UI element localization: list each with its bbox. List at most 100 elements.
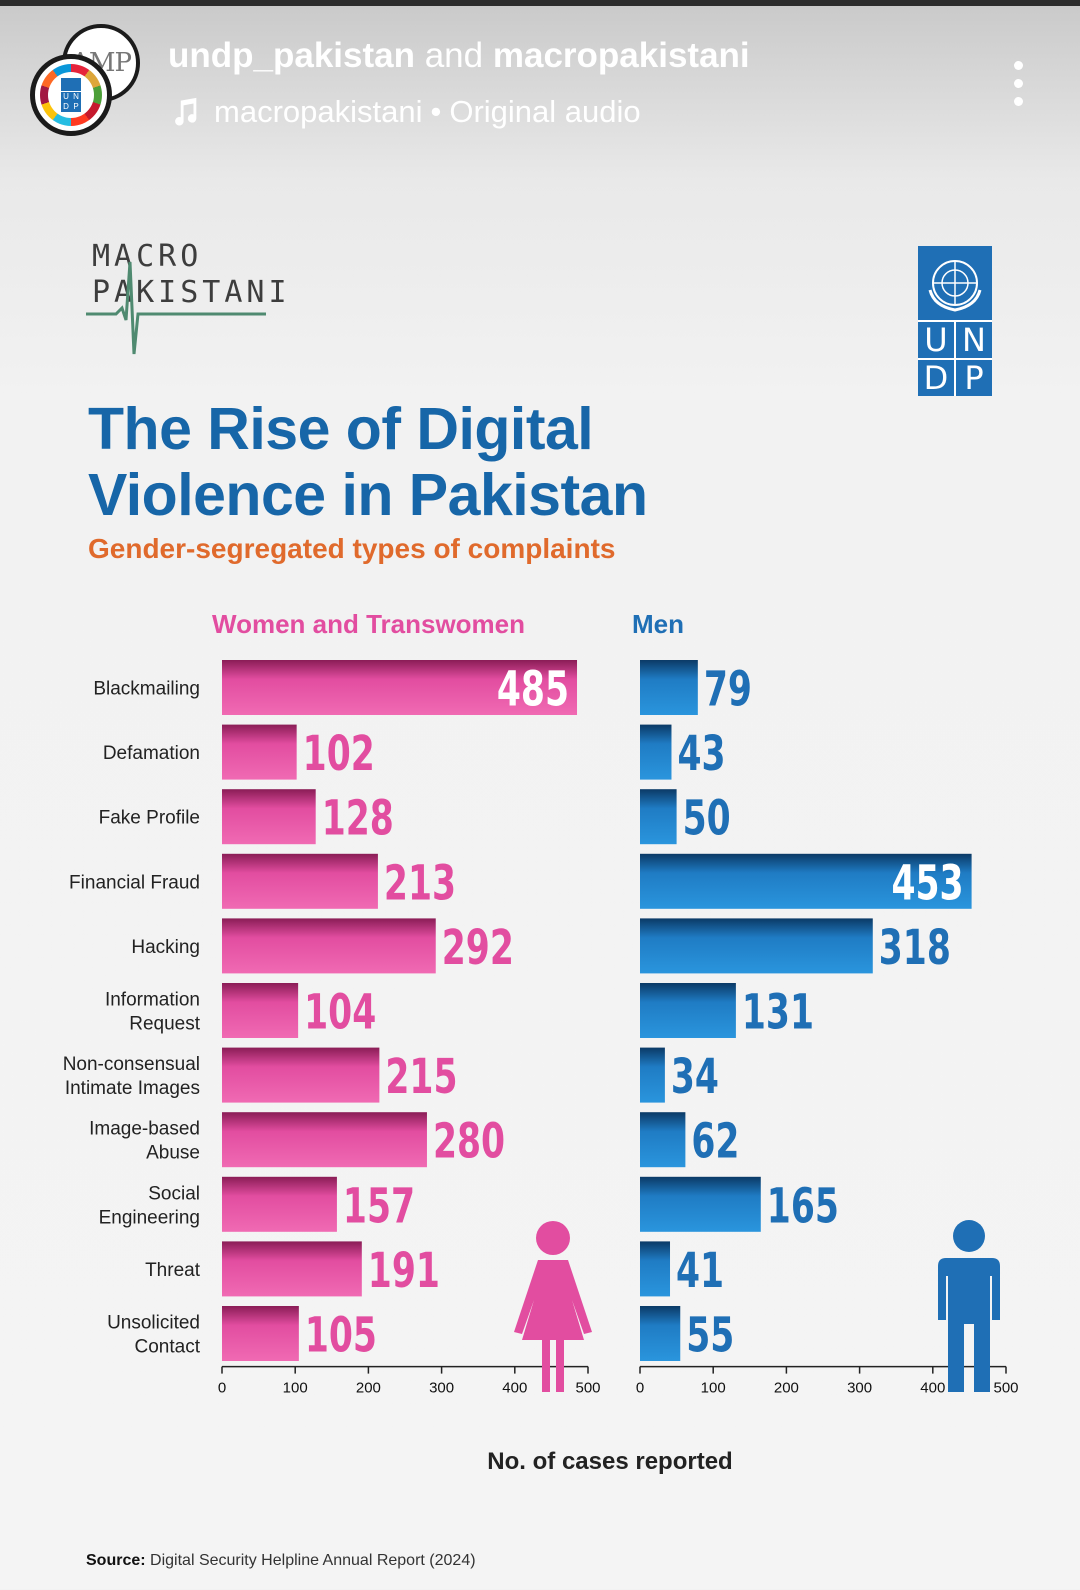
men-bar [640,1176,761,1232]
men-value-label: 165 [767,1178,839,1234]
women-bar [222,724,297,780]
women-value-label: 128 [322,790,394,846]
men-value-label: 79 [704,661,752,717]
women-tick-label: 0 [218,1380,226,1397]
women-bar [222,1306,299,1361]
men-value-label: 34 [671,1048,719,1104]
women-value-label: 292 [442,919,514,975]
men-value-label: 453 [891,855,963,911]
chart-title: The Rise of Digital Violence in Pakistan [88,396,988,528]
logo-line2: PAKISTANI [92,275,291,310]
undp-logo: U N D P [918,246,992,397]
men-value-label: 131 [742,984,814,1040]
men-value-label: 55 [686,1307,734,1363]
category-label: Financial Fraud [69,872,200,893]
women-value-label: 157 [343,1178,415,1234]
women-tick-label: 200 [356,1380,381,1397]
men-bar [640,1112,686,1168]
women-value-label: 104 [304,984,376,1040]
category-label: Information Request [105,990,201,1035]
status-bar-edge [0,0,1080,6]
women-bar [222,789,316,845]
category-label: Non-consensual Intimate Images [63,1054,200,1099]
title-line1: The Rise of Digital [88,396,594,462]
sdg-ring-icon: U N D P [40,64,102,126]
man-figure-icon [938,1220,1000,1392]
men-tick-label: 0 [636,1380,644,1397]
women-bar [222,1176,337,1232]
women-tick-label: 300 [429,1380,454,1397]
un-emblem-icon [928,260,982,312]
women-value-label: 485 [497,661,569,717]
women-tick-label: 400 [502,1380,527,1397]
men-value-label: 318 [879,919,951,975]
women-value-label: 215 [385,1048,457,1104]
source-label: Source: [86,1552,146,1569]
undp-avatar[interactable]: U N D P [30,54,112,136]
men-value-label: 41 [676,1242,724,1298]
men-bar [640,1047,665,1103]
men-bar [640,853,972,909]
title-line2: Violence in Pakistan [88,462,648,528]
logo-line1: MACRO [92,239,203,274]
men-bar [640,983,736,1038]
category-label: Threat [145,1260,201,1281]
women-bar [222,1112,427,1168]
men-tick-label: 100 [701,1380,726,1397]
women-value-label: 191 [368,1242,440,1298]
category-label: Blackmailing [93,679,200,700]
men-value-label: 43 [677,725,725,781]
women-bar [222,1241,362,1297]
men-group-label: Men [632,609,684,639]
men-value-label: 62 [691,1113,739,1169]
men-bar [640,724,672,780]
men-bar [640,918,873,974]
men-tick-label: 200 [774,1380,799,1397]
undp-mini-logo-icon: U N D P [61,78,81,112]
category-label: Hacking [131,937,200,958]
x-axis-title: No. of cases reported [487,1448,733,1475]
bar-chart: Blackmailing Defamation Fake Profile Financ… [63,660,1019,1397]
audio-link[interactable]: macropakistani • Original audio [168,94,641,130]
men-value-label: 50 [683,790,731,846]
women-value-label: 102 [303,725,375,781]
men-bar [640,1306,681,1361]
men-tick-label: 400 [920,1380,945,1397]
women-value-label: 213 [384,855,456,911]
women-tick-label: 500 [575,1380,600,1397]
music-note-icon [175,97,197,126]
women-value-label: 280 [433,1113,505,1169]
post-header: AMP U N D P undp_pakistan and macropakis… [0,6,1080,156]
chart-subtitle: Gender-segregated types of complaints [88,533,616,564]
women-value-label: 105 [305,1307,377,1363]
account-undp-link[interactable]: undp_pakistan [168,36,415,75]
woman-figure-icon [514,1221,592,1392]
category-label: Fake Profile [99,808,200,829]
men-tick-label: 500 [993,1380,1018,1397]
men-bar [640,789,677,845]
women-bar [222,660,578,715]
women-bar [222,983,299,1038]
audio-name: Original audio [449,94,641,129]
category-label: Defamation [103,743,200,764]
men-tick-label: 300 [847,1380,872,1397]
women-bar [222,918,436,974]
category-label: Unsolicited Contact [107,1313,201,1358]
macropakistani-logo: MACRO PAKISTANI [86,239,287,362]
men-bar [640,1241,671,1297]
audio-account: macropakistani [214,94,423,129]
and-text: and [424,36,484,75]
women-bar [222,1047,380,1103]
category-label: Social Engineering [99,1183,200,1228]
post-authors: undp_pakistan and macropakistani [168,36,750,76]
audio-separator: • [430,94,442,129]
men-bar [640,660,698,715]
more-options-icon[interactable] [1008,61,1028,111]
women-group-label: Women and Transwomen [212,609,526,639]
source-note: Source: Digital Security Helpline Annual… [86,1552,476,1570]
heartbeat-line-icon [86,261,266,355]
women-tick-label: 100 [283,1380,308,1397]
account-macropakistani-link[interactable]: macropakistani [492,36,750,75]
women-bar [222,853,378,909]
category-label: Image-based Abuse [89,1119,200,1164]
